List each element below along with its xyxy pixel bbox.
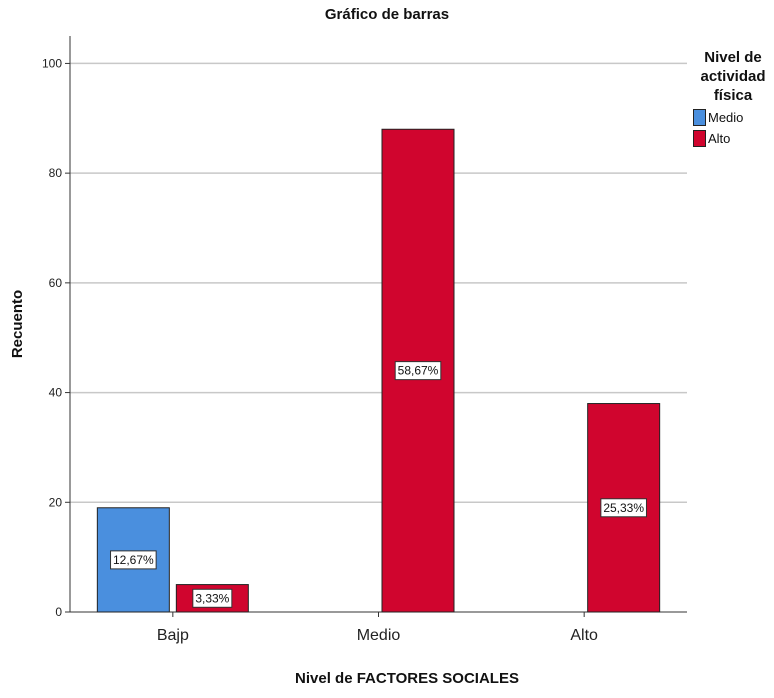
data-label: 25,33% xyxy=(603,501,644,515)
y-tick-label: 0 xyxy=(55,605,62,619)
data-label-box xyxy=(394,361,442,381)
legend-swatch-alto xyxy=(693,130,706,147)
legend-title: Nivel de actividad física xyxy=(700,49,766,104)
x-tick-label: Medio xyxy=(357,627,401,644)
x-axis-label: Nivel de FACTORES SOCIALES xyxy=(295,670,519,687)
data-label-box xyxy=(192,588,233,608)
legend-item-alto: Alto xyxy=(693,130,773,147)
data-label-box xyxy=(110,550,157,570)
data-label: 3,33% xyxy=(195,591,229,605)
y-tick-label: 20 xyxy=(49,495,63,509)
y-tick-label: 100 xyxy=(42,56,62,70)
x-tick-label: Alto xyxy=(570,627,598,644)
data-label: 12,67% xyxy=(113,553,154,567)
chart-title: Gráfico de barras xyxy=(324,6,450,23)
y-tick-label: 60 xyxy=(49,276,63,290)
legend-swatch-medio xyxy=(693,109,706,126)
legend-item-medio: Medio xyxy=(693,109,773,126)
data-label-box xyxy=(600,498,647,518)
y-tick-label: 40 xyxy=(49,386,63,400)
y-tick-label: 80 xyxy=(49,166,63,180)
data-label: 58,67% xyxy=(398,364,439,378)
legend: Nivel de actividad física Medio Alto xyxy=(693,48,773,147)
x-tick-label: Bajp xyxy=(157,627,189,644)
legend-label-alto: Alto xyxy=(708,131,731,146)
legend-label-medio: Medio xyxy=(708,110,744,125)
y-axis-label: Recuento xyxy=(9,290,26,358)
